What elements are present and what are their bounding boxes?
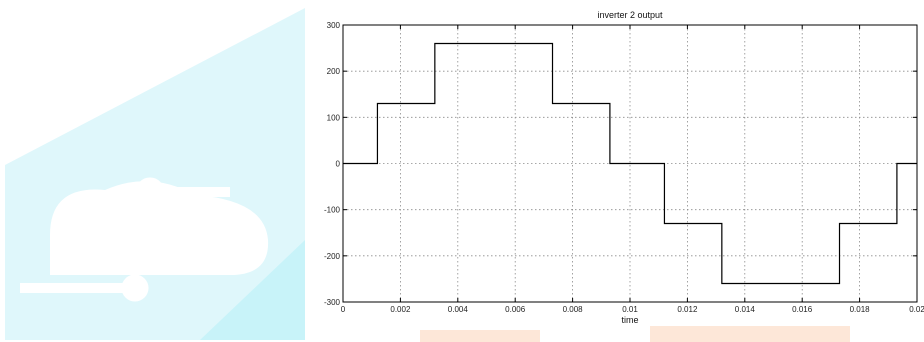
x-tick-label: 0.004 [448,305,469,314]
x-tick-label: 0.006 [505,305,526,314]
x-tick-label: 0.02 [909,305,924,314]
watermark-ribbon-right [650,326,850,342]
y-tick-label: 200 [327,67,341,76]
x-tick-label: 0 [341,305,346,314]
y-tick-labels: 300 200 100 0 -100 -200 -300 [324,21,341,307]
y-tick-label: 100 [327,113,341,122]
x-tick-label: 0.01 [622,305,638,314]
watermark-ribbon-left [420,330,540,342]
x-tick-label: 0.008 [563,305,584,314]
x-tick-label: 0.002 [390,305,411,314]
y-tick-label: -300 [324,298,341,307]
circuit-cloud-logo-icon [20,177,269,302]
watermark-arrow-shape [5,8,305,165]
x-tick-label: 0.016 [792,305,813,314]
x-tick-label: 0.014 [735,305,756,314]
watermark-shadow [200,240,305,340]
y-tick-label: 300 [327,21,341,30]
y-tick-label: 0 [336,160,341,169]
x-tick-label: 0.012 [677,305,698,314]
x-tick-labels: 0 0.002 0.004 0.006 0.008 0.01 0.012 0.014 0.016… [341,305,924,314]
y-tick-label: -100 [324,206,341,215]
y-tick-label: -200 [324,252,341,261]
tick-marks [342,24,918,303]
series-line-inverter-output [343,42,917,285]
x-axis-title: time [621,315,638,325]
x-tick-label: 0.018 [850,305,871,314]
chart-title: inverter 2 output [597,10,663,20]
